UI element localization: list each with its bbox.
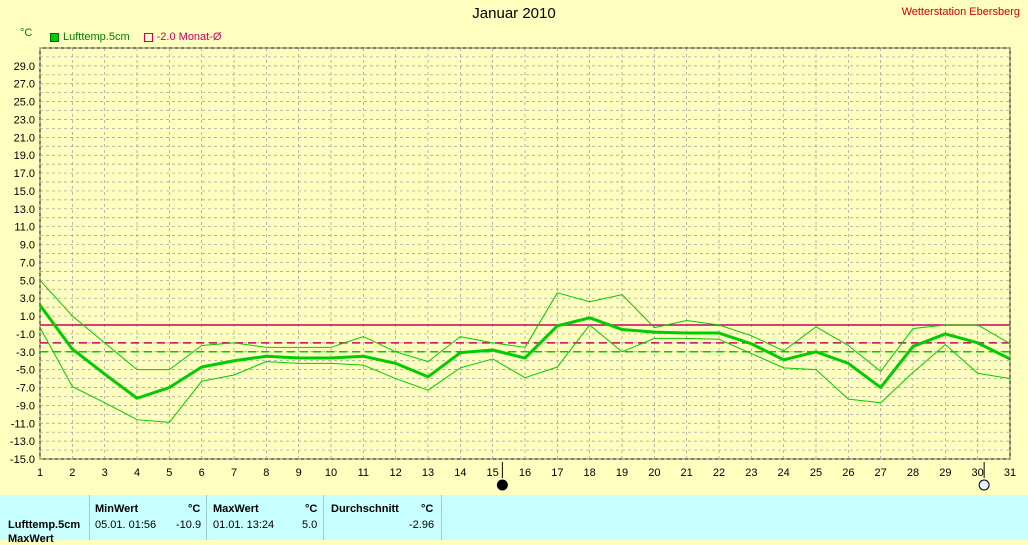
y-tick-label: 27.0	[14, 79, 35, 91]
y-tick-label: -9.0	[16, 400, 35, 412]
chart-grid	[39, 47, 1011, 460]
legend-series-label: Lufttemp.5cm	[63, 31, 130, 43]
legend-swatch-magenta-icon	[143, 32, 153, 42]
min-time: 05.01. 01:56	[95, 519, 157, 531]
series-line-max	[39, 279, 1011, 372]
min-header: MinWert	[95, 503, 139, 515]
y-tick-label: 19.0	[14, 150, 35, 162]
x-tick-label: 28	[907, 467, 919, 479]
x-tick-label: 19	[616, 467, 628, 479]
min-value: -10.9	[176, 519, 202, 531]
y-tick-label: -5.0	[16, 365, 35, 377]
y-tick-label: 7.0	[20, 257, 35, 269]
y-tick-label: -15.0	[10, 454, 35, 466]
x-tick-labels: 1 2 3 4 5 6 7 8 9 10 11 12 13 14 15 16 17 18 19 20 21 22 23 24 2…	[37, 467, 1016, 479]
x-tick-label: 4	[134, 467, 140, 479]
y-tick-label: -3.0	[16, 347, 35, 359]
x-tick-label: 10	[325, 467, 337, 479]
legend-item-series[interactable]: Lufttemp.5cm	[50, 31, 130, 43]
x-tick-label: 31	[1004, 467, 1016, 479]
max-value: 5.0	[302, 519, 318, 531]
min-unit: °C	[188, 503, 201, 515]
y-tick-label: 13.0	[14, 204, 35, 216]
y-tick-label: 25.0	[14, 97, 35, 109]
y-tick-label: 23.0	[14, 114, 35, 126]
y-tick-label: -1.0	[16, 329, 35, 341]
x-tick-label: 23	[745, 467, 757, 479]
y-tick-label: 17.0	[14, 168, 35, 180]
y-tick-label: -7.0	[16, 383, 35, 395]
y-tick-label: 15.0	[14, 186, 35, 198]
x-tick-label: 22	[713, 467, 725, 479]
x-tick-label: 26	[842, 467, 854, 479]
x-tick-label: 8	[263, 467, 269, 479]
row-label-cut: MaxWert	[8, 533, 54, 545]
x-tick-label: 18	[584, 467, 596, 479]
x-tick-label: 7	[231, 467, 237, 479]
x-tick-label: 25	[810, 467, 822, 479]
max-time: 01.01. 13:24	[213, 519, 275, 531]
x-tick-label: 14	[454, 467, 466, 479]
avg-unit: °C	[421, 503, 434, 515]
x-tick-label: 13	[422, 467, 434, 479]
y-tick-label: 11.0	[14, 222, 35, 234]
x-tick-label: 2	[69, 467, 75, 479]
markers	[496, 462, 990, 491]
x-tick-label: 21	[681, 467, 693, 479]
y-tick-label: 29.0	[14, 61, 35, 73]
row-label: Lufttemp.5cm	[8, 519, 81, 531]
x-tick-label: 12	[390, 467, 402, 479]
x-tick-label: 9	[296, 467, 302, 479]
y-tick-label: 9.0	[20, 240, 35, 252]
x-tick-label: 29	[939, 467, 951, 479]
max-unit: °C	[305, 503, 318, 515]
statistics-table: Lufttemp.5cm MaxWert MinWert °C 05.01. 0…	[0, 495, 1028, 545]
reference-lines	[40, 324, 1010, 353]
temperature-chart: 29.027.025.023.021.019.017.015.013.011.0…	[10, 47, 1016, 491]
x-tick-label: 17	[551, 467, 563, 479]
y-tick-label: 21.0	[14, 132, 35, 144]
x-tick-label: 30	[972, 467, 984, 479]
marker-filled-icon[interactable]	[496, 479, 508, 491]
max-column: MaxWert °C 01.01. 13:24 5.0	[206, 495, 323, 540]
max-header: MaxWert	[213, 503, 259, 515]
series-line-min	[39, 324, 1011, 423]
y-axis-unit: °C	[20, 27, 33, 39]
avg-value: -2.96	[409, 519, 435, 531]
y-tick-labels: 29.0 27.0 25.0 23.0 21.0 19.0 17.0 15.0 13.0 11.0…	[10, 61, 35, 466]
x-tick-label: 16	[519, 467, 531, 479]
x-tick-label: 15	[487, 467, 499, 479]
legend-swatch-green-icon	[50, 32, 59, 42]
min-column: MinWert °C 05.01. 01:56 -10.9	[89, 495, 206, 540]
x-tick-label: 24	[778, 467, 790, 479]
y-tick-label: 3.0	[20, 293, 35, 305]
series-lines	[38, 279, 1011, 423]
x-tick-label: 27	[875, 467, 887, 479]
x-tick-label: 20	[648, 467, 660, 479]
legend-item-monthly[interactable]: -2.0 Monat-Ø	[143, 31, 222, 43]
legend: Lufttemp.5cm -2.0 Monat-Ø	[50, 31, 235, 43]
avg-column: Durchschnitt °C -2.96	[323, 495, 442, 540]
x-tick-label: 1	[37, 467, 43, 479]
chart-title: Januar 2010	[472, 5, 556, 22]
x-tick-label: 6	[199, 467, 205, 479]
x-tick-label: 3	[102, 467, 108, 479]
x-tick-label: 11	[358, 467, 369, 479]
marker-hollow-icon[interactable]	[978, 479, 990, 491]
y-tick-label: -13.0	[10, 436, 35, 448]
station-name: Wetterstation Ebersberg	[901, 6, 1020, 18]
legend-monthly-label: -2.0 Monat-Ø	[156, 31, 222, 43]
series-line-mean	[38, 304, 1011, 400]
y-tick-label: 1.0	[20, 311, 35, 323]
x-tick-label: 5	[166, 467, 172, 479]
y-tick-label: 5.0	[20, 275, 35, 287]
y-tick-label: -11.0	[11, 418, 35, 430]
avg-header: Durchschnitt	[331, 503, 399, 515]
